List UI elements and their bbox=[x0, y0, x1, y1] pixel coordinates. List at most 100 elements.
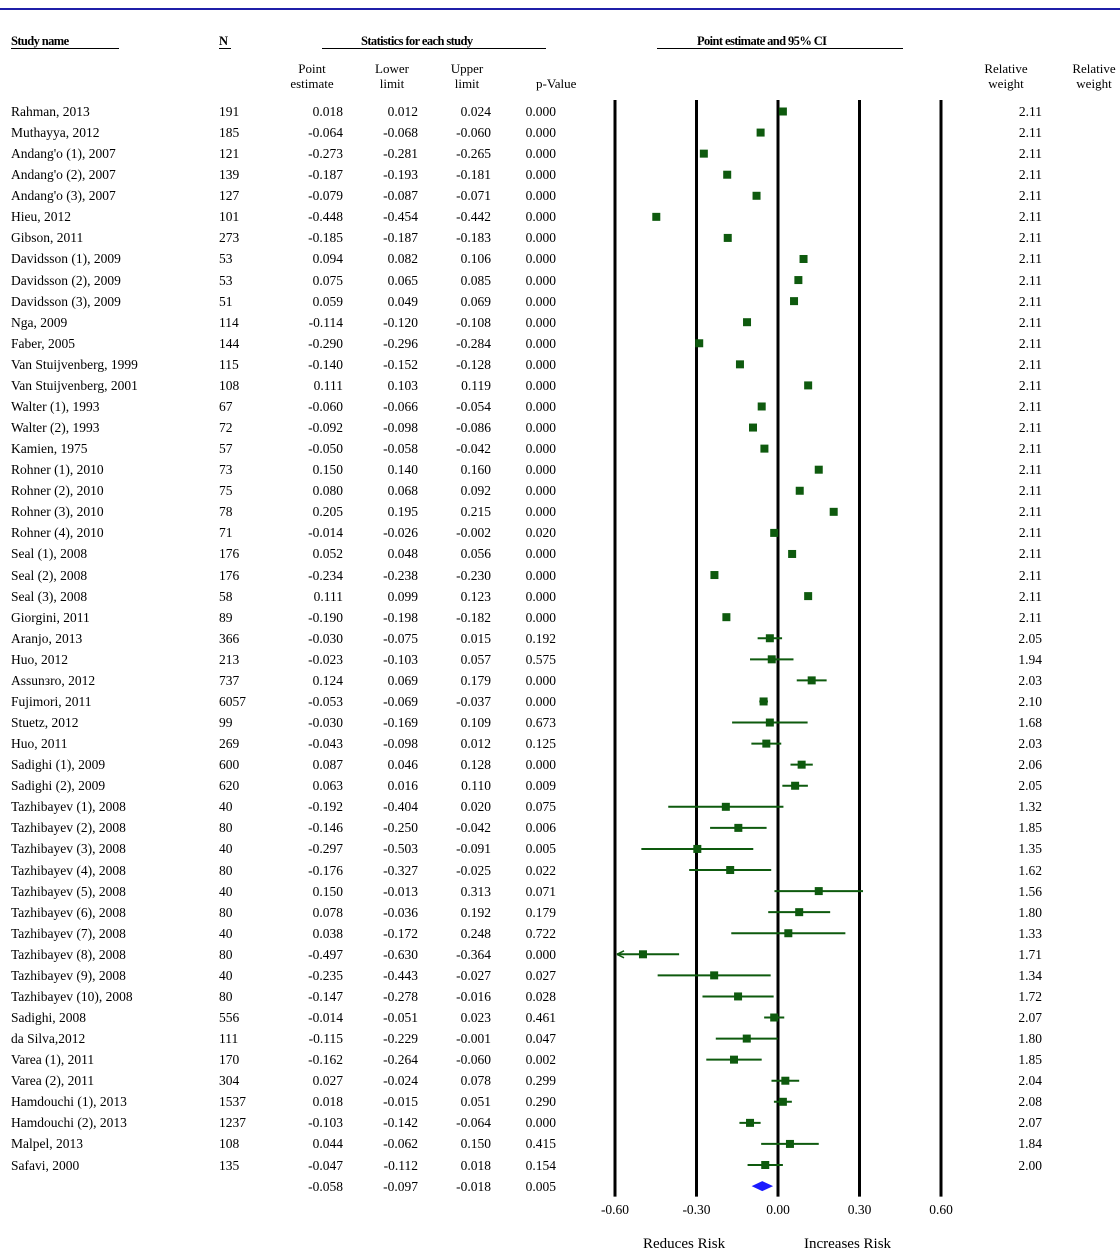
cell-p: 0.000 bbox=[525, 251, 556, 267]
cell-name: Rohner (4), 2010 bbox=[11, 525, 104, 541]
cell-ul: 0.092 bbox=[460, 483, 491, 499]
cell-name: Van Stuijvenberg, 1999 bbox=[11, 356, 138, 372]
header-stats: Statistics for each study bbox=[361, 34, 473, 48]
cell-pe: -0.047 bbox=[308, 1157, 343, 1173]
cell-ll: -0.068 bbox=[383, 125, 418, 141]
point-marker bbox=[759, 697, 768, 706]
cell-n: 213 bbox=[219, 651, 240, 667]
cell-pe: -0.114 bbox=[308, 314, 343, 330]
point-marker bbox=[746, 1118, 755, 1127]
cell-name: Seal (2), 2008 bbox=[11, 567, 88, 583]
cell-relative-weight: 1.71 bbox=[1018, 946, 1042, 962]
cell-name: Hamdouchi (2), 2013 bbox=[11, 1115, 127, 1131]
x-tick-label: -0.30 bbox=[682, 1202, 710, 1217]
cell-ll: -0.120 bbox=[383, 314, 418, 330]
cell-relative-weight: 1.35 bbox=[1018, 841, 1042, 857]
cell-name: Hieu, 2012 bbox=[11, 209, 71, 225]
cell-ll: -0.152 bbox=[383, 356, 418, 372]
point-marker bbox=[788, 549, 797, 558]
cell-p: 0.290 bbox=[525, 1094, 556, 1110]
cell-relative-weight: 2.05 bbox=[1018, 778, 1042, 794]
cell-n: 80 bbox=[219, 862, 233, 878]
cell-p: 0.000 bbox=[525, 757, 556, 773]
cell-pe: -0.235 bbox=[308, 967, 343, 983]
cell-relative-weight: 2.11 bbox=[1018, 483, 1042, 499]
table-row: Assunзro, 2012 737 0.124 0.069 0.179 0.000 bbox=[0, 670, 600, 691]
cell-pe: -0.146 bbox=[308, 820, 343, 836]
cell-p: 0.192 bbox=[525, 630, 556, 646]
cell-ul: 0.020 bbox=[460, 799, 491, 815]
cell-ll: -0.327 bbox=[383, 862, 418, 878]
cell-p: 0.461 bbox=[525, 1010, 556, 1025]
cell-n: 53 bbox=[219, 272, 233, 288]
cell-p: 0.000 bbox=[525, 567, 556, 583]
cell-pe: -0.014 bbox=[308, 1010, 343, 1025]
cell-n: 176 bbox=[219, 546, 240, 562]
point-marker bbox=[781, 1076, 790, 1085]
cell-name: Tazhibayev (8), 2008 bbox=[11, 946, 126, 962]
cell-pe: 0.044 bbox=[312, 1136, 343, 1152]
cell-n: 273 bbox=[219, 230, 240, 246]
cell-name: Malpel, 2013 bbox=[11, 1136, 83, 1152]
cell-ll: 0.082 bbox=[387, 251, 418, 267]
cell-pe: 0.038 bbox=[312, 925, 343, 941]
cell-pe: 0.111 bbox=[313, 588, 343, 604]
cell-p: 0.000 bbox=[525, 230, 556, 246]
point-marker bbox=[749, 423, 758, 432]
cell-n: 80 bbox=[219, 820, 233, 836]
cell-n: 89 bbox=[219, 609, 233, 625]
cell-relative-weight: 2.11 bbox=[1018, 146, 1042, 162]
cell-ll: -0.454 bbox=[383, 209, 418, 225]
cell-name: Sadighi (2), 2009 bbox=[11, 778, 106, 794]
cell-name: Andang'o (1), 2007 bbox=[11, 146, 116, 162]
cell-p: 0.000 bbox=[525, 946, 556, 962]
cell-p: 0.154 bbox=[525, 1157, 556, 1173]
table-row: Andang'o (3), 2007 127 -0.079 -0.087 -0.071 0… bbox=[0, 185, 600, 206]
cell-pe: -0.273 bbox=[308, 146, 343, 162]
header-n-underline bbox=[219, 48, 231, 49]
cell-pe: -0.140 bbox=[308, 356, 343, 372]
cell-relative-weight: 2.10 bbox=[1018, 693, 1042, 709]
point-marker bbox=[729, 1055, 738, 1064]
summary-p: 0.005 bbox=[525, 1178, 556, 1194]
cell-p: 0.000 bbox=[525, 483, 556, 499]
cell-n: 269 bbox=[219, 736, 240, 752]
point-marker bbox=[778, 107, 787, 116]
cell-pe: -0.162 bbox=[308, 1052, 343, 1068]
cell-n: 73 bbox=[219, 462, 233, 478]
cell-p: 0.722 bbox=[525, 925, 556, 941]
point-marker bbox=[807, 676, 816, 685]
table-row: Tazhibayev (8), 2008 80 -0.497 -0.630 -0.364… bbox=[0, 944, 600, 965]
cell-ll: -0.066 bbox=[383, 398, 418, 414]
cell-pe: -0.115 bbox=[308, 1031, 343, 1047]
summary-row: -0.058 -0.097 -0.018 0.005 bbox=[0, 1176, 600, 1197]
subheader-relative-weight: Relative weight bbox=[984, 61, 1028, 91]
cell-n: 185 bbox=[219, 125, 240, 141]
point-marker bbox=[778, 1097, 787, 1106]
cell-n: 176 bbox=[219, 567, 240, 583]
cell-name: Van Stuijvenberg, 2001 bbox=[11, 377, 138, 393]
cell-ll: -0.193 bbox=[383, 167, 418, 183]
table-row: Varea (1), 2011 170 -0.162 -0.264 -0.060 0.00… bbox=[0, 1049, 600, 1070]
cell-ll: 0.049 bbox=[387, 293, 418, 309]
cell-name: Hamdouchi (1), 2013 bbox=[11, 1094, 127, 1110]
cell-relative-weight: 1.84 bbox=[1018, 1136, 1042, 1152]
cell-n: 101 bbox=[219, 209, 240, 225]
cell-ll: 0.103 bbox=[387, 377, 418, 393]
cell-p: 0.000 bbox=[525, 314, 556, 330]
cell-ul: 0.012 bbox=[460, 736, 491, 752]
subheader-upper-limit: Upper limit bbox=[450, 61, 484, 91]
point-marker bbox=[757, 402, 766, 411]
cell-ll: -0.024 bbox=[383, 1073, 418, 1089]
point-marker bbox=[767, 655, 776, 664]
summary-diamond bbox=[751, 1181, 774, 1192]
point-marker bbox=[734, 823, 743, 832]
header-ci-underline bbox=[657, 48, 903, 49]
cell-name: Tazhibayev (1), 2008 bbox=[11, 799, 126, 815]
point-marker bbox=[829, 507, 838, 516]
cell-ul: -0.001 bbox=[456, 1031, 491, 1047]
cell-n: 80 bbox=[219, 904, 233, 920]
cell-ll: -0.278 bbox=[383, 988, 418, 1004]
cell-p: 0.000 bbox=[525, 146, 556, 162]
header-study-name-underline bbox=[11, 48, 119, 49]
